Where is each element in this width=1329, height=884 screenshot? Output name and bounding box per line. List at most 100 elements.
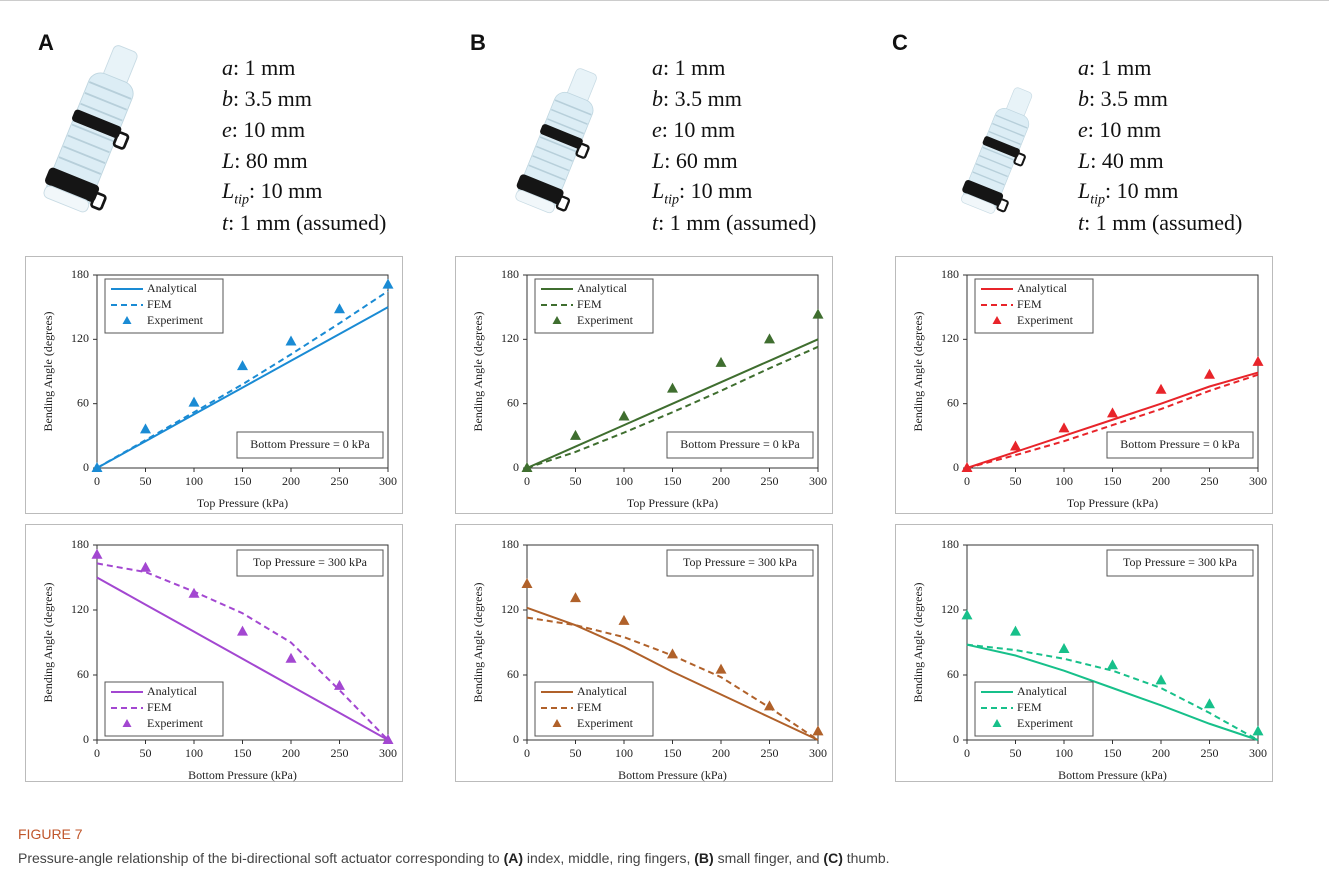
data-point [521, 578, 533, 588]
parameter: b: 3.5 mm [1078, 86, 1168, 112]
parameter-value: : 10 mm [661, 117, 736, 142]
caption-part: (A) [503, 850, 524, 866]
series-line [966, 373, 1259, 469]
caption-part: thumb. [842, 850, 890, 866]
chart: 0 60 120 180 0 50 100 150 200 250 300 Bottom Pressu… [455, 524, 833, 782]
legend-label: Experiment [577, 716, 634, 730]
illustrations [0, 0, 1329, 220]
x-tick-label: 100 [1055, 474, 1073, 488]
parameter: t: 1 mm (assumed) [1078, 210, 1242, 236]
parameter-value: : 1 mm [233, 55, 296, 80]
data-point [334, 303, 345, 314]
parameter: e: 10 mm [1078, 117, 1161, 143]
parameter: L: 40 mm [1078, 148, 1164, 174]
parameter-symbol: b [1078, 86, 1089, 111]
x-tick-label: 300 [809, 474, 827, 488]
y-tick-label: 180 [71, 267, 89, 281]
chart-frame [895, 524, 1273, 782]
plot-area [526, 544, 819, 741]
parameter-subscript: tip [234, 192, 250, 208]
y-tick-label: 0 [953, 732, 959, 746]
annotation-box [1106, 431, 1254, 459]
caption-part: index, middle, ring fingers, [523, 850, 695, 866]
x-tick-label: 300 [1249, 474, 1267, 488]
legend-label: FEM [577, 700, 602, 714]
data-point [1204, 698, 1215, 709]
data-point [1058, 643, 1070, 653]
legend-label: FEM [147, 700, 172, 714]
data-point [961, 462, 973, 472]
x-tick-label: 150 [664, 746, 682, 760]
legend-label: Experiment [147, 716, 204, 730]
plot-area [966, 274, 1259, 469]
x-tick-label: 200 [712, 746, 730, 760]
data-point [140, 561, 151, 572]
parameter-symbol: a [652, 55, 663, 80]
parameter-symbol: L [652, 148, 665, 173]
x-tick-label: 250 [1201, 746, 1219, 760]
data-point [812, 725, 824, 736]
data-point [570, 429, 581, 440]
x-tick-label: 300 [809, 746, 827, 760]
x-tick-label: 50 [140, 746, 152, 760]
parameter: t: 1 mm (assumed) [222, 210, 386, 236]
parameter-value: : 10 mm [1087, 117, 1162, 142]
x-tick-label: 150 [1104, 746, 1122, 760]
x-axis-label: Bottom Pressure (kPa) [188, 768, 297, 782]
y-tick-label: 0 [513, 460, 519, 474]
legend-label: FEM [1017, 700, 1042, 714]
annotation: Bottom Pressure = 0 kPa [680, 437, 800, 451]
legend-label: Experiment [1017, 313, 1074, 327]
plot-area [96, 544, 389, 741]
data-point [1252, 355, 1264, 366]
y-tick-label: 180 [71, 537, 89, 551]
x-tick-label: 300 [379, 474, 397, 488]
y-tick-label: 180 [501, 537, 519, 551]
series-line [966, 643, 1259, 741]
legend-label: Analytical [1017, 281, 1068, 295]
y-tick-label: 120 [941, 331, 959, 345]
caption-part: Pressure-angle relationship of the bi-di… [18, 850, 504, 866]
data-point [715, 356, 727, 367]
y-tick-label: 0 [513, 732, 519, 746]
x-tick-label: 200 [712, 474, 730, 488]
data-point [285, 652, 297, 663]
parameter-value: : 1 mm [1089, 55, 1152, 80]
annotation-box [236, 549, 384, 577]
x-tick-label: 100 [615, 746, 633, 760]
parameter-symbol: e [1078, 117, 1088, 142]
series-line [526, 338, 819, 469]
legend-symbol [122, 316, 132, 324]
data-point [91, 548, 103, 559]
y-tick-label: 60 [77, 667, 89, 681]
parameter: e: 10 mm [222, 117, 305, 143]
actuator-image [510, 61, 618, 220]
plot-area [966, 544, 1259, 741]
x-tick-label: 300 [379, 746, 397, 760]
data-point [188, 396, 200, 407]
parameter: b: 3.5 mm [652, 86, 742, 112]
y-axis-label: Bending Angle (degrees) [911, 312, 925, 432]
parameter-value: : 10 mm [1105, 178, 1179, 203]
y-tick-label: 120 [71, 602, 89, 616]
data-point [618, 614, 630, 625]
y-tick-label: 60 [507, 667, 519, 681]
data-point [237, 360, 248, 371]
parameter-value: : 1 mm (assumed) [228, 210, 387, 235]
data-point [521, 462, 533, 472]
caption-part: small finger, and [713, 850, 824, 866]
annotation: Top Pressure = 300 kPa [683, 555, 798, 569]
legend-label: Experiment [577, 313, 634, 327]
chart-frame [25, 256, 403, 514]
parameter-subscript: tip [1090, 192, 1106, 208]
x-tick-label: 150 [664, 474, 682, 488]
x-tick-label: 200 [1152, 746, 1170, 760]
panel-label: A [38, 30, 54, 55]
x-tick-label: 300 [1249, 746, 1267, 760]
chart: 0 60 120 180 0 50 100 150 200 250 300 Bottom Pressu… [895, 524, 1273, 782]
x-tick-label: 100 [1055, 746, 1073, 760]
parameter-value: : 10 mm [679, 178, 753, 203]
data-point [667, 382, 678, 393]
actuator-image [956, 81, 1051, 220]
x-tick-label: 100 [185, 746, 203, 760]
